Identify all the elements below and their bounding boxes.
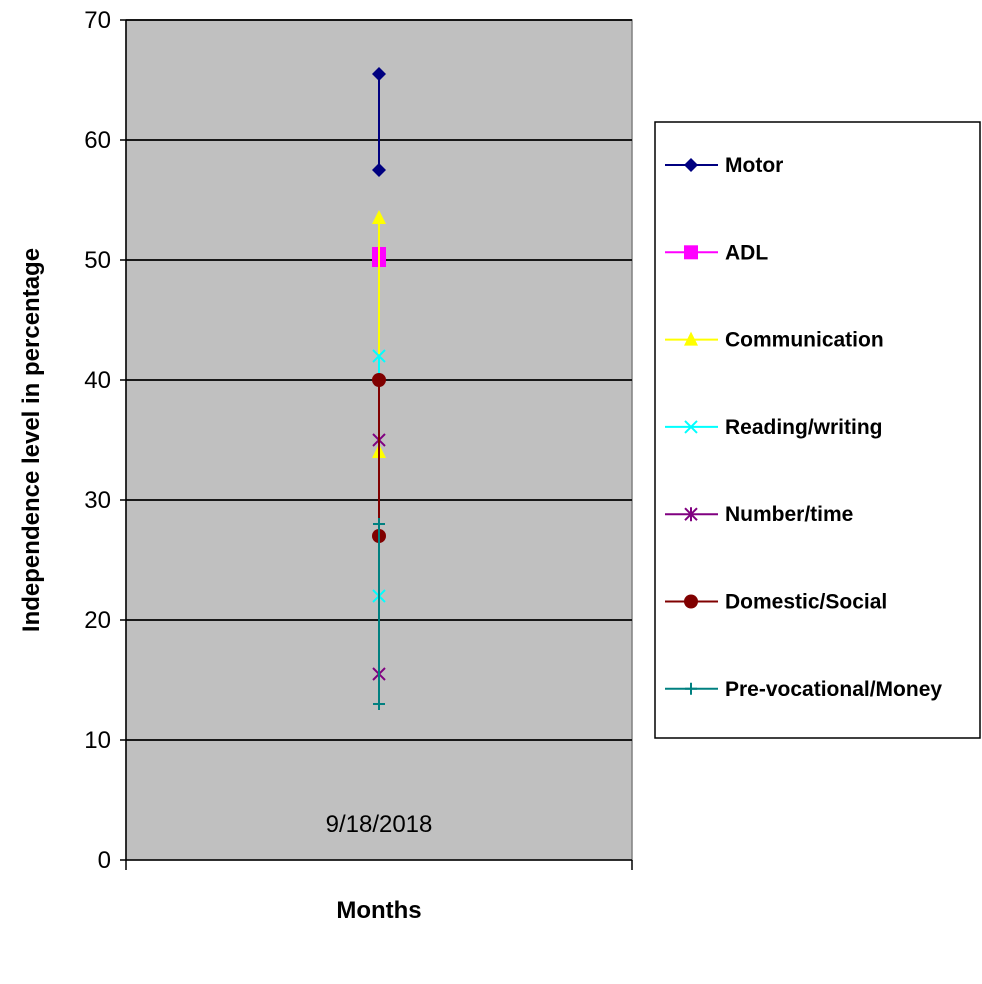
data-point [372, 373, 386, 387]
legend-item: Motor [665, 154, 783, 177]
series-layer [372, 67, 386, 710]
x-axis-title: Months [336, 897, 421, 924]
y-tick-label: 20 [84, 607, 111, 634]
legend-item: Domestic/Social [665, 591, 887, 614]
series [372, 67, 386, 177]
legend-label: Pre-vocational/Money [725, 678, 942, 701]
y-axis-ticks: 0 10 20 30 40 50 60 70 [84, 7, 633, 874]
legend-items: Motor ADL Communication Reading/writing Numb… [665, 154, 942, 701]
y-tick-label: 50 [84, 247, 111, 274]
legend-box [654, 121, 981, 739]
data-point [373, 518, 385, 530]
y-tick-label: 30 [84, 487, 111, 514]
legend: Motor ADL Communication Reading/writing Numb… [654, 121, 981, 739]
data-point [372, 349, 386, 363]
legend-label: Motor [725, 154, 783, 177]
y-tick-label: 70 [84, 7, 111, 34]
series [373, 518, 385, 710]
data-point [372, 163, 386, 177]
series [372, 373, 386, 543]
legend-item: ADL [665, 241, 768, 264]
y-axis-title: Independence level in percentage [18, 248, 45, 632]
legend-item: Communication [665, 329, 884, 352]
legend-marker [684, 331, 698, 346]
legend-marker [684, 420, 698, 434]
legend-item: Number/time [665, 503, 853, 526]
legend-label: ADL [725, 241, 768, 264]
legend-label: Number/time [725, 503, 853, 526]
y-tick-label: 40 [84, 367, 111, 394]
legend-label: Domestic/Social [725, 591, 887, 614]
legend-item: Pre-vocational/Money [665, 678, 942, 701]
legend-item: Reading/writing [665, 416, 883, 439]
legend-label: Communication [725, 329, 884, 352]
y-tick-label: 60 [84, 127, 111, 154]
data-point [373, 698, 385, 710]
data-point [372, 210, 386, 224]
legend-marker [685, 682, 697, 695]
x-category-label: 9/18/2018 [326, 811, 433, 838]
data-point [372, 67, 386, 81]
legend-marker [684, 158, 698, 172]
legend-marker [684, 245, 698, 260]
legend-marker [684, 507, 698, 522]
legend-marker [684, 594, 698, 609]
y-tick-label: 0 [98, 847, 111, 874]
legend-label: Reading/writing [725, 416, 883, 439]
y-tick-label: 10 [84, 727, 111, 754]
